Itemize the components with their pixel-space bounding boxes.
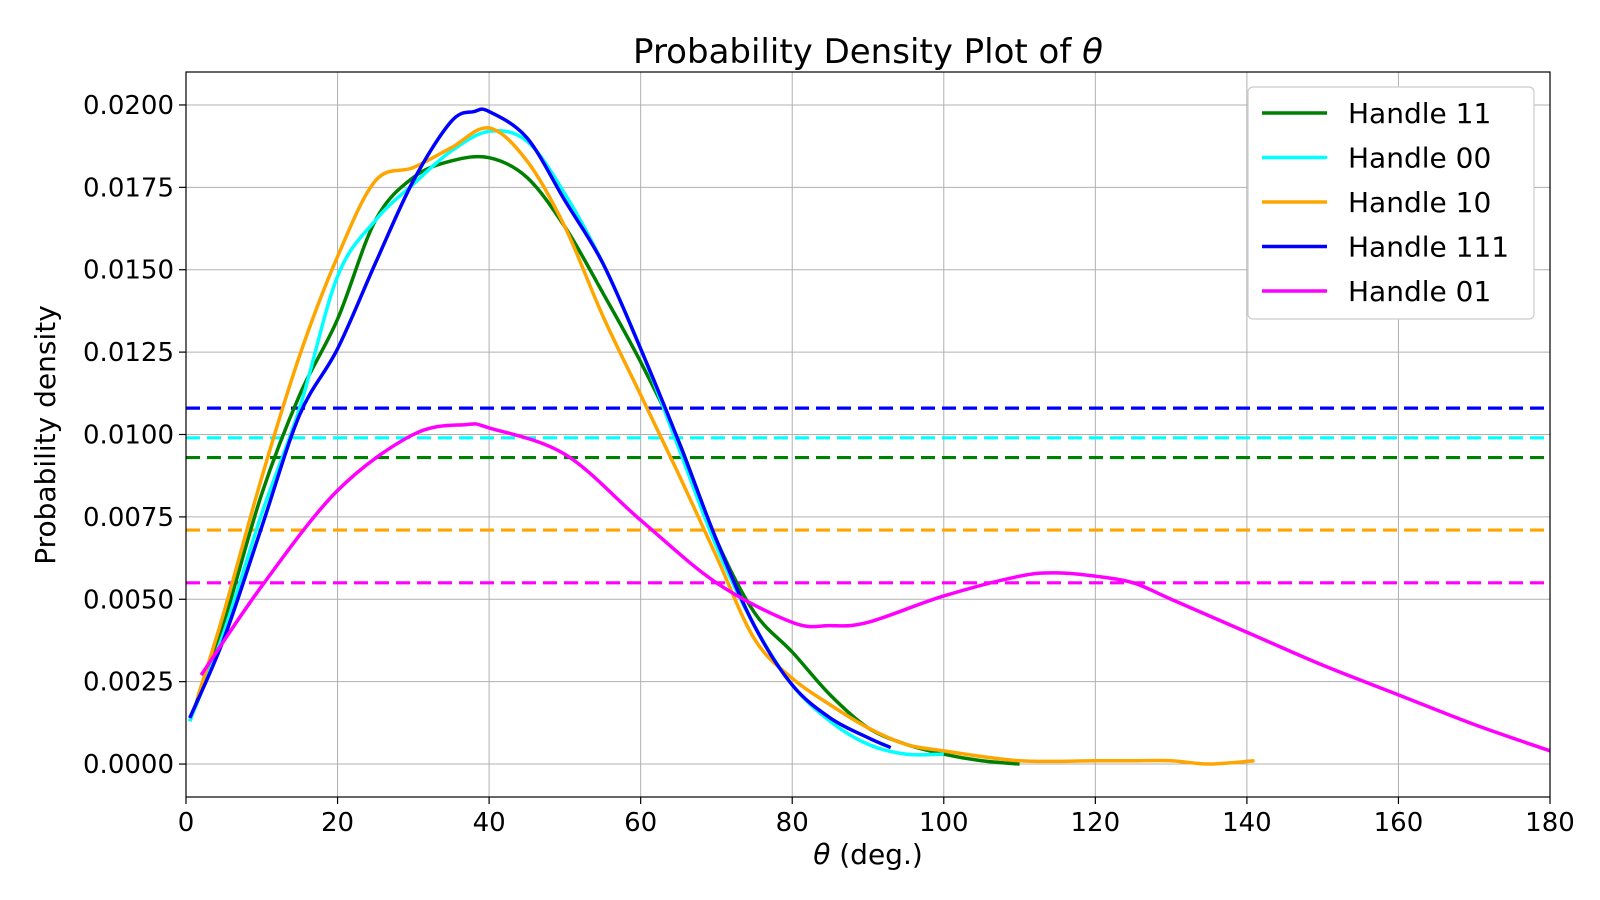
y-tick-label: 0.0000 [83,750,174,780]
x-axis: 0 20 40 60 80 100 120 140 160 180 [178,797,1575,838]
x-tick-label: 100 [919,808,969,838]
x-tick-label: 80 [776,808,809,838]
series-line-handle-10 [195,126,1255,766]
y-axis-label: Probability density [29,305,62,565]
x-tick-label: 0 [178,808,195,838]
x-tick-label: 60 [624,808,657,838]
chart-title: Probability Density Plot of θ [633,32,1103,72]
legend-label-handle-01: Handle 01 [1348,275,1491,308]
x-tick-label: 120 [1071,808,1121,838]
y-tick-label: 0.0025 [83,668,174,698]
x-tick-label: 20 [321,808,354,838]
legend-label-handle-111: Handle 111 [1348,231,1509,264]
legend-label-handle-00: Handle 00 [1348,142,1491,175]
x-axis-label: θ (deg.) [813,838,923,871]
series-lines [188,107,1551,766]
y-tick-label: 0.0075 [83,503,174,533]
legend: Handle 11 Handle 00 Handle 10 Handle 111 Han… [1247,86,1535,320]
y-axis: 0.0000 0.0025 0.0050 0.0075 0.0100 0.0125 0.01… [83,91,186,780]
y-tick-label: 0.0200 [83,91,174,121]
series-line-handle-111 [188,107,892,750]
y-tick-label: 0.0050 [83,585,174,615]
y-tick-label: 0.0100 [83,421,174,451]
legend-box [1247,86,1535,320]
y-tick-label: 0.0175 [83,173,174,203]
y-tick-label: 0.0150 [83,256,174,286]
grid [185,72,1551,797]
x-tick-label: 180 [1525,808,1575,838]
x-tick-label: 140 [1222,808,1272,838]
x-tick-label: 40 [473,808,506,838]
x-tick-label: 160 [1374,808,1424,838]
y-tick-label: 0.0125 [83,338,174,368]
series-line-handle-11 [188,154,1020,766]
series-line-handle-01 [199,422,1551,753]
legend-label-handle-10: Handle 10 [1348,186,1491,219]
series-line-handle-00 [188,128,944,757]
reference-lines [186,406,1550,585]
legend-label-handle-11: Handle 11 [1348,97,1491,130]
